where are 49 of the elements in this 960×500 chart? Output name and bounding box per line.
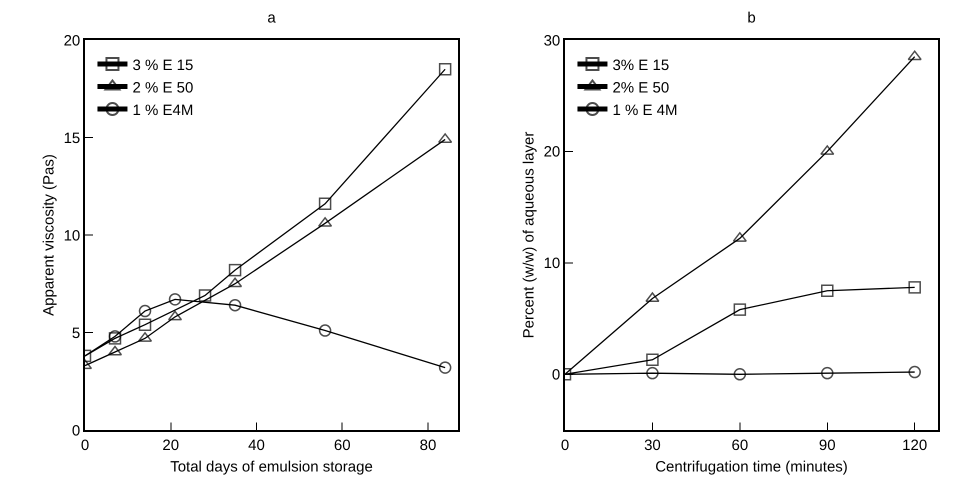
point (138, 318, 152, 331)
point (646, 354, 659, 366)
y-tick-label: 15 (64, 130, 80, 147)
point (821, 284, 834, 297)
x-tick-label: 80 (420, 436, 436, 454)
point (318, 324, 332, 337)
point (228, 264, 242, 276)
y-tick-label: 5 (72, 324, 80, 342)
point (228, 298, 242, 312)
point (734, 303, 746, 316)
x-tick-label: 90 (818, 436, 836, 454)
point (908, 366, 921, 378)
x-tick-label: 20 (162, 436, 180, 454)
y-tick-label: 0 (72, 422, 80, 440)
x-tick-label: 60 (731, 436, 748, 454)
x-axis-title: Centrifugation time (minutes) (655, 458, 848, 476)
point (438, 63, 452, 76)
x-axis-title: Total days of emulsion storage (170, 458, 373, 476)
legend-label: 1 % E4M (132, 102, 194, 119)
point (908, 50, 922, 60)
point (908, 281, 921, 294)
legend-label: 1 % E 4M (612, 102, 678, 119)
y-tick-label: 20 (544, 144, 560, 161)
x-tick-label: 60 (334, 436, 351, 454)
point (438, 361, 452, 374)
chart-title: b (747, 10, 756, 26)
x-tick-label: 40 (248, 436, 265, 454)
chart-title: a (267, 10, 276, 26)
y-tick-label: 20 (64, 32, 80, 50)
y-axis-title: Percent (w/w) of aqueous layer (520, 132, 538, 338)
point (318, 198, 332, 210)
legend-label: 3% E 15 (612, 56, 670, 74)
y-axis-title: Apparent viscosity (Pas) (40, 154, 58, 316)
legend-label: 2 % E 50 (132, 79, 194, 96)
point (198, 289, 212, 302)
point (734, 368, 746, 381)
x-tick-label: 30 (644, 436, 661, 454)
point (138, 304, 152, 318)
y-tick-label: 10 (544, 255, 560, 272)
point (821, 366, 834, 380)
x-tick-label: 120 (902, 436, 928, 454)
y-tick-label: 30 (544, 32, 560, 50)
point (168, 293, 182, 306)
legend-label: 2% E 50 (612, 79, 670, 96)
y-tick-label: 10 (64, 227, 80, 244)
point (645, 292, 660, 302)
legend-label: 3 % E 15 (132, 56, 194, 74)
point (646, 366, 659, 380)
y-tick-label: 0 (552, 366, 560, 384)
